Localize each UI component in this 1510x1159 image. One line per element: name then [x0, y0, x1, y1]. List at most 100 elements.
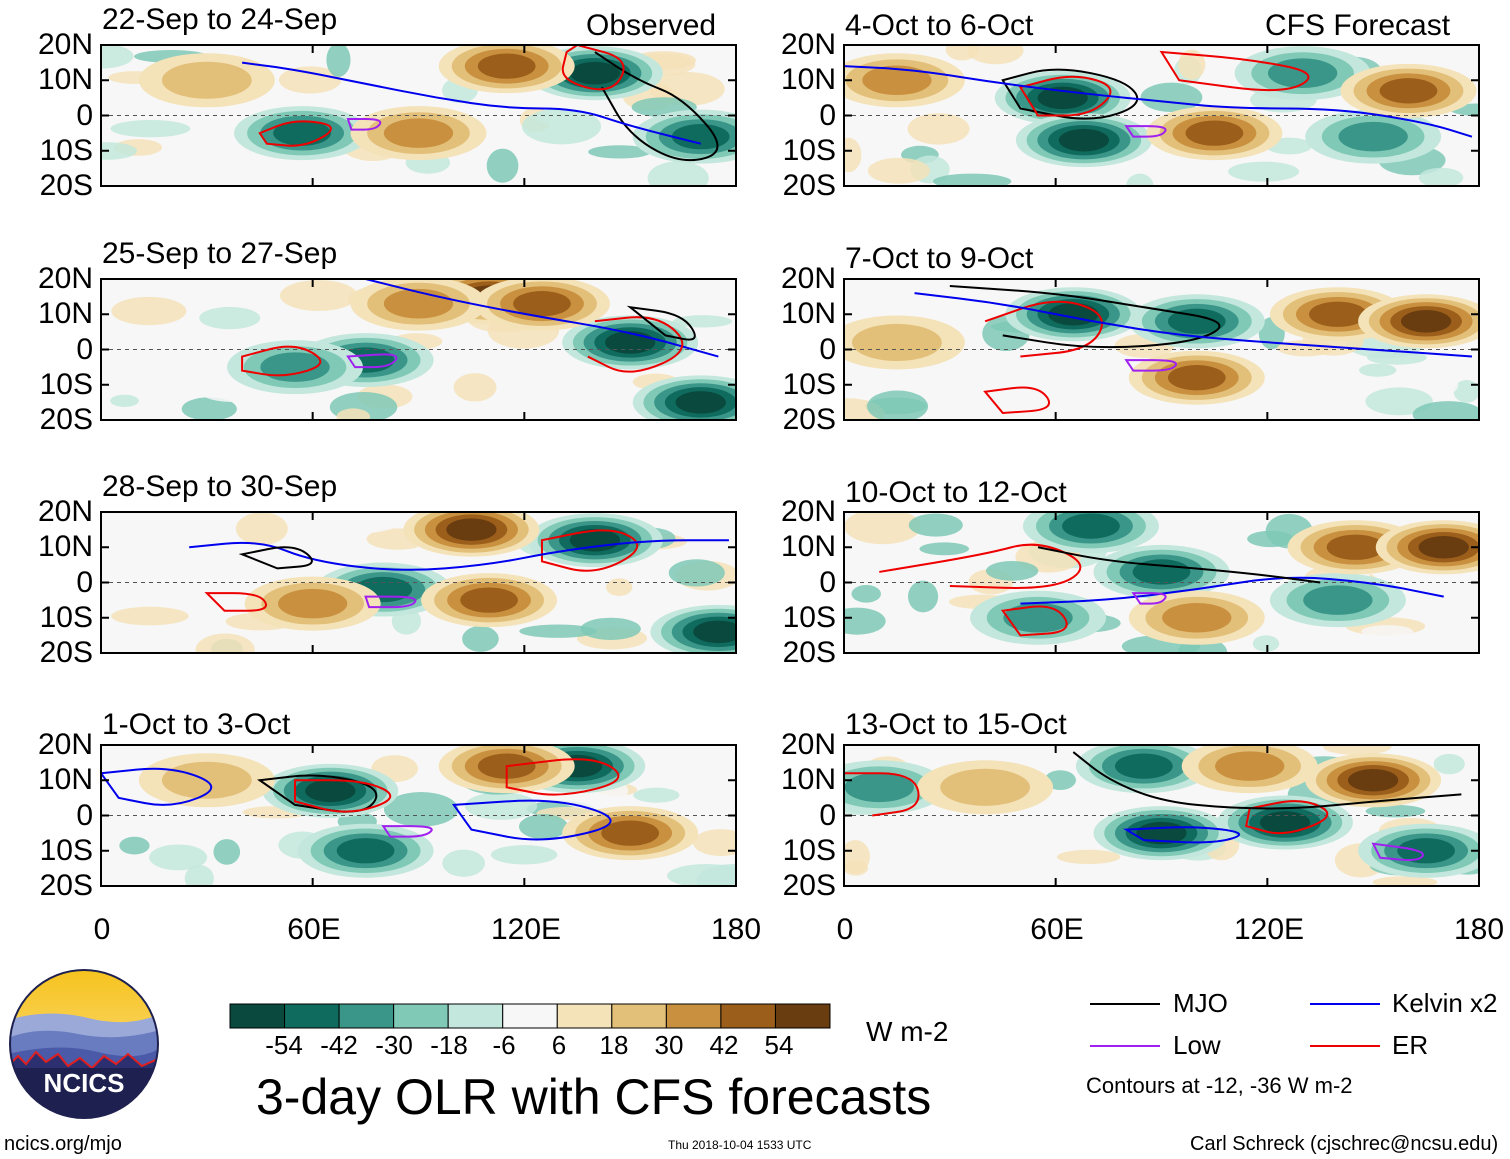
y-tick-label: 10N	[780, 297, 836, 331]
weak-anomaly	[692, 829, 736, 857]
panel-title-obs1: 22-Sep to 24-Sep	[102, 3, 338, 36]
y-tick-label: 0	[819, 332, 836, 366]
weak-anomaly	[1024, 805, 1049, 841]
colorbar-swatch	[611, 1003, 667, 1029]
y-tick-label: 20S	[782, 636, 836, 669]
anomaly-cell	[460, 587, 518, 613]
colorbar-tick: -30	[375, 1030, 413, 1060]
contour-low	[1131, 592, 1167, 605]
anomaly-cell	[1167, 365, 1226, 391]
weak-anomaly	[336, 408, 371, 420]
contour-mjo	[1037, 546, 1321, 584]
weak-anomaly	[1292, 358, 1319, 387]
y-tick-label: 20S	[782, 403, 836, 436]
colorbar-tick: -54	[265, 1030, 303, 1060]
anomaly-cell	[940, 768, 1031, 806]
contour-er	[1000, 605, 1068, 637]
weak-anomaly	[1372, 876, 1438, 886]
contour-er	[844, 772, 920, 817]
weak-anomaly	[967, 45, 1024, 65]
y-tick-label: 10N	[780, 63, 836, 97]
anomaly-cell	[671, 123, 730, 150]
weak-anomaly	[110, 120, 191, 138]
contour-er	[1018, 75, 1112, 117]
weak-anomaly	[1126, 173, 1154, 186]
anomaly-cell	[1379, 78, 1438, 104]
panel-fc4	[844, 745, 1479, 886]
anomaly-cell	[513, 291, 571, 317]
legend-line-low	[1090, 1045, 1160, 1047]
anomaly-cell	[862, 65, 932, 96]
y-tick-label: 10N	[37, 297, 93, 331]
x-tick-60e-right: 60E	[1030, 913, 1084, 946]
anomaly-cell	[1259, 811, 1311, 834]
contour-kelvin-x2	[365, 279, 719, 358]
weak-anomaly	[1365, 387, 1433, 416]
panel-title-fc3: 10-Oct to 12-Oct	[845, 476, 1067, 509]
anomaly-cell	[601, 820, 660, 846]
weak-anomaly	[1322, 745, 1392, 755]
anomaly-cell	[1114, 753, 1173, 779]
contour-er	[983, 386, 1051, 414]
contour-low	[364, 595, 417, 609]
y-tick-label: 0	[76, 332, 93, 366]
y-tick-label: 10N	[37, 530, 93, 564]
y-tick-label: 20S	[39, 403, 93, 436]
panel-fc1	[844, 45, 1479, 186]
anomaly-cell	[1303, 585, 1373, 615]
anomaly-cell	[1215, 751, 1285, 781]
weak-anomaly	[985, 561, 1039, 581]
contour-mjo	[949, 285, 1221, 349]
contour-er	[984, 300, 1103, 358]
weak-anomaly	[119, 836, 150, 855]
weak-anomaly	[101, 45, 134, 69]
weak-anomaly	[667, 864, 736, 886]
panel-title-fc2: 7-Oct to 9-Oct	[845, 242, 1034, 275]
weak-anomaly	[1433, 753, 1465, 775]
contour-er	[294, 779, 392, 813]
weak-anomaly	[605, 578, 633, 596]
panel-obs4	[101, 745, 736, 886]
anomaly-cell	[1185, 120, 1244, 146]
y-tick-label: 10N	[37, 763, 93, 797]
contour-er	[241, 345, 322, 377]
contour-low	[346, 353, 398, 369]
y-tick-label: 0	[76, 565, 93, 599]
colorbar-swatch	[720, 1003, 776, 1029]
weak-anomaly	[521, 108, 602, 145]
weak-anomaly	[844, 137, 862, 173]
legend-label-low: Low	[1173, 1030, 1221, 1060]
legend-line-kelvin	[1310, 1003, 1380, 1005]
y-tick-label: 20N	[780, 495, 836, 528]
logo-text: NCICS	[44, 1068, 125, 1098]
weak-anomaly	[844, 839, 870, 874]
weak-anomaly	[519, 814, 569, 840]
contour-note: Contours at -12, -36 W m-2	[1086, 1073, 1353, 1098]
contour-er	[1159, 50, 1310, 92]
x-tick-120e-right: 120E	[1233, 913, 1305, 946]
weak-anomaly	[1178, 49, 1206, 80]
panel-obs1	[101, 45, 736, 186]
anomaly-cell	[693, 620, 736, 644]
y-tick-label: 10S	[782, 600, 836, 634]
contour-mjo	[1072, 751, 1462, 810]
weak-anomaly	[647, 161, 709, 186]
chart-title: 3-day OLR with CFS forecasts	[256, 1069, 932, 1125]
weak-anomaly	[1361, 625, 1414, 638]
y-tick-label: 20S	[39, 169, 93, 202]
weak-anomaly	[179, 279, 216, 303]
anomaly-cell	[1058, 128, 1110, 152]
y-tick-label: 10N	[37, 63, 93, 97]
weak-anomaly	[383, 792, 459, 827]
contour-er	[540, 529, 639, 572]
y-tick-label: 20N	[780, 728, 836, 761]
weak-anomaly	[213, 839, 241, 865]
weak-anomaly	[1412, 401, 1479, 420]
colorbar-swatch	[665, 1003, 722, 1029]
weak-anomaly	[486, 148, 519, 183]
y-tick-label: 10S	[39, 367, 93, 401]
anomaly-cell	[278, 588, 348, 619]
weak-anomaly	[442, 849, 485, 877]
weak-anomaly	[235, 512, 288, 546]
